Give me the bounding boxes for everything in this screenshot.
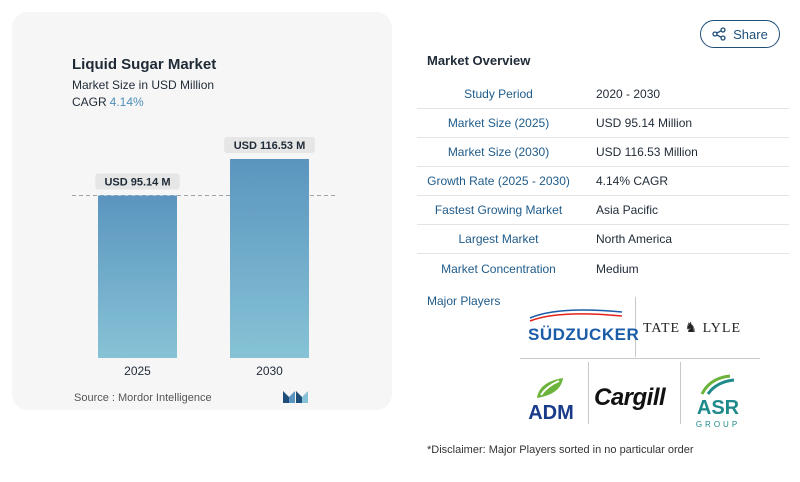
overview-row-market-size-2025: Market Size (2025) USD 95.14 Million	[417, 109, 789, 138]
overview-row-study-period: Study Period 2020 - 2030	[417, 80, 789, 109]
cagr-label: CAGR	[72, 95, 107, 109]
overview-value: USD 116.53 Million	[596, 145, 698, 159]
overview-row-market-size-2030: Market Size (2030) USD 116.53 Million	[417, 138, 789, 167]
asr-group-wordmark: GROUP	[695, 420, 741, 429]
overview-label: Market Concentration	[441, 261, 556, 276]
players-divider	[635, 297, 636, 357]
mordor-intelligence-logo	[283, 389, 309, 408]
chart-card	[12, 12, 392, 410]
disclaimer: *Disclaimer: Major Players sorted in no …	[427, 444, 694, 456]
data-label-bg	[224, 137, 315, 153]
adm-logo: ADM	[522, 376, 580, 425]
asr-group-logo: ASR GROUP	[686, 374, 750, 429]
overview-row-growth-rate: Growth Rate (2025 - 2030) 4.14% CAGR	[417, 167, 789, 196]
share-icon	[712, 27, 726, 41]
tate-lyle-logo: TATE ♞ LYLE	[643, 321, 742, 336]
bar-2025	[98, 195, 177, 358]
chart-subtitle: Market Size in USD Million	[72, 78, 215, 92]
overview-label: Study Period	[464, 87, 533, 101]
share-label: Share	[733, 26, 768, 42]
overview-value: USD 95.14 Million	[596, 116, 693, 130]
data-label-bg	[95, 173, 180, 190]
overview-label: Largest Market	[458, 232, 539, 246]
sudzucker-logo: SÜDZUCKER	[528, 308, 639, 345]
overview-row-largest-market: Largest Market North America	[417, 225, 789, 254]
overview-value: Medium	[596, 261, 639, 276]
source-text: Source : Mordor Intelligence	[74, 392, 212, 404]
share-button[interactable]: Share	[700, 20, 780, 48]
overview-value: Asia Pacific	[596, 203, 659, 217]
chart-title: Liquid Sugar Market	[72, 56, 217, 73]
x-tick-label: 2025	[124, 364, 151, 378]
cagr-line: CAGR 4.14%	[72, 95, 144, 109]
overview-label: Fastest Growing Market	[434, 203, 563, 217]
adm-leaf-icon	[537, 378, 563, 398]
players-divider	[520, 358, 760, 359]
sudzucker-wordmark: SÜDZUCKER	[528, 325, 640, 344]
market-overview-title: Market Overview	[427, 53, 531, 68]
asr-wordmark: ASR	[696, 397, 740, 419]
cargill-logo: Cargill	[594, 384, 666, 411]
overview-value: 2020 - 2030	[596, 87, 661, 101]
major-players-title: Major Players	[427, 294, 501, 308]
overview-label: Market Size (2030)	[447, 145, 550, 159]
overview-value: North America	[596, 232, 673, 246]
overview-value: 4.14% CAGR	[596, 174, 669, 188]
cagr-value: 4.14%	[109, 95, 144, 109]
overview-label: Growth Rate (2025 - 2030)	[427, 174, 570, 188]
overview-label: Market Size (2025)	[447, 116, 550, 130]
adm-wordmark: ADM	[528, 402, 574, 424]
overview-row-fastest-growing: Fastest Growing Market Asia Pacific	[417, 196, 789, 225]
data-label: USD 95.14 M	[104, 177, 170, 189]
x-tick-label: 2030	[256, 364, 283, 378]
asr-swoosh-icon	[700, 374, 735, 395]
players-divider	[680, 362, 681, 424]
overview-row-concentration: Market Concentration Medium	[417, 254, 789, 283]
data-label: USD 116.53 M	[234, 140, 306, 152]
market-overview-table: Study Period 2020 - 2030 Market Size (20…	[417, 80, 789, 283]
bar-2030	[230, 159, 309, 358]
players-divider	[588, 362, 589, 424]
